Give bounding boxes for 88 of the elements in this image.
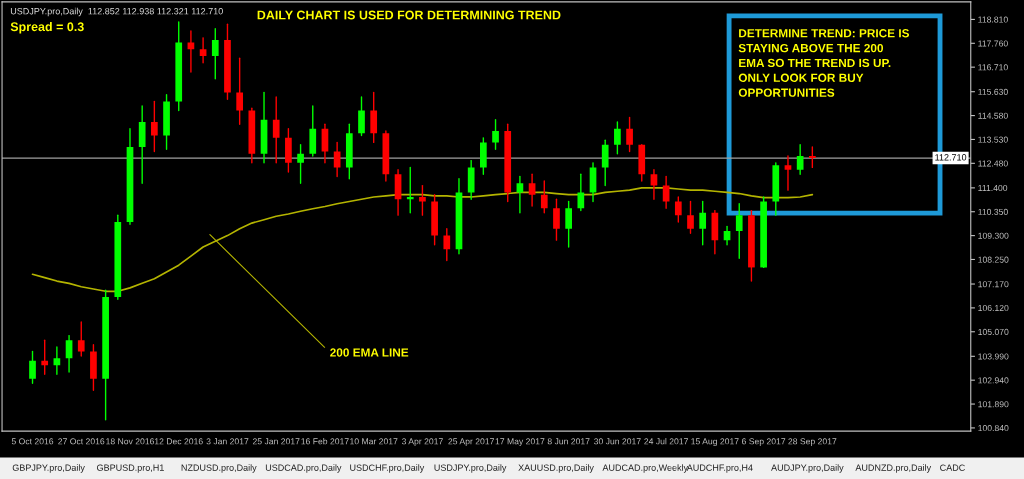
candlestick (614, 121, 621, 155)
candlestick (809, 146, 816, 169)
text: GBPJPY.pro,Daily (12, 464, 85, 473)
text: AUDCHF.pro,H4 (686, 464, 753, 473)
annotation: DETERMINE TREND: PRICE IS STAYING ABOVE THE 200 EMA SO THE TREND IS UP. ONLY LOOK FOR BUY OPPORTUNITIES (738, 29, 910, 97)
candlestick (784, 155, 792, 191)
x-tick-label: 24 Jul 2017 (644, 438, 688, 445)
candlestick (211, 28, 219, 80)
y-tick-label: 101.890 (978, 401, 1009, 408)
candlestick (419, 184, 426, 216)
candlestick (735, 203, 743, 260)
x-tick-label: 30 Jun 2017 (594, 438, 641, 445)
candlestick (443, 228, 451, 262)
candlestick (236, 57, 244, 125)
candlestick (151, 100, 158, 153)
candlestick (540, 180, 548, 214)
y-tick-label: 110.350 (978, 208, 1008, 215)
candlestick (297, 143, 304, 185)
candlestick (358, 96, 365, 137)
x-tick-label: 16 Feb 2017 (301, 438, 349, 445)
x-tick-label: 3 Jan 2017 (206, 438, 249, 445)
candlestick (601, 139, 609, 187)
candlestick (687, 200, 694, 235)
text: AUDNZD.pro,Daily (855, 464, 932, 473)
x-tick-label: 8 Jun 2017 (547, 438, 590, 445)
text: AUDCAD.pro,Weekly (602, 464, 689, 473)
text: USDJPY.pro,Daily (434, 464, 507, 473)
y-tick-label: 103.990 (978, 353, 1009, 360)
candlestick (492, 118, 499, 150)
candlestick (29, 350, 36, 385)
y-tick-label: 114.580 (978, 112, 1008, 119)
y-tick-label: 116.710 (978, 64, 1008, 71)
candlestick (187, 30, 195, 73)
candlestick (577, 173, 585, 212)
candlestick (528, 173, 536, 207)
x-tick-label: 5 Oct 2016 (11, 438, 54, 445)
y-tick-label: 107.170 (978, 281, 1009, 288)
candlestick (53, 346, 61, 375)
x-tick-label: 25 Apr 2017 (448, 438, 494, 447)
text: CADC (940, 464, 965, 471)
text: NZDUSD.pro,Daily (181, 464, 257, 473)
y-tick-label: 112.480 (978, 160, 1008, 167)
candlestick (406, 166, 414, 214)
candlestick (370, 91, 378, 144)
y-tick-label: 106.120 (978, 305, 1009, 312)
candlestick (626, 116, 633, 153)
candlestick (272, 96, 280, 164)
y-tick-label: 113.530 (978, 136, 1008, 143)
candlestick (674, 196, 682, 223)
annotation: USDJPY.pro,Daily 112.852 112.938 112.321 112.710 (10, 7, 223, 17)
candlestick (662, 175, 670, 210)
y-tick-label: 111.400 (978, 184, 1008, 192)
y-tick-label: 102.940 (978, 377, 1009, 384)
text: XAUUSD.pro,Daily (518, 464, 594, 473)
x-tick-label: 12 Dec 2016 (154, 438, 203, 445)
candlestick (553, 198, 560, 241)
candlestick (41, 339, 49, 375)
text: AUDJPY.pro,Daily (771, 464, 844, 473)
y-tick-label: 100.840 (978, 425, 1009, 432)
x-tick-label: 18 Nov 2016 (106, 438, 155, 445)
y-tick-label: 109.300 (978, 232, 1009, 239)
text: DAILY CHART IS USED FOR DETERMINING TREND (257, 10, 561, 20)
text: GBPUSD.pro,H1 (97, 464, 164, 473)
x-tick-label: 25 Jan 2017 (252, 438, 300, 445)
candlestick (565, 200, 572, 248)
ref-line-label: 112.710 (935, 154, 967, 161)
candlestick (333, 141, 341, 178)
y-tick-label: 108.250 (978, 256, 1009, 263)
annotation: 200 EMA LINE (330, 348, 409, 357)
x-tick-label: 15 Aug 2017 (691, 438, 739, 447)
y-tick-label: 115.630 (978, 88, 1008, 95)
annotation: Spread = 0.3 (10, 21, 84, 34)
y-tick-label: 117.760 (978, 40, 1008, 47)
candlestick (77, 321, 85, 357)
x-tick-label: 6 Sep 2017 (742, 438, 786, 447)
candlestick (796, 143, 804, 175)
y-tick-label: 118.810 (978, 16, 1008, 23)
x-tick-label: 27 Oct 2016 (58, 438, 105, 445)
text: USDCHF.pro,Daily (350, 464, 425, 473)
candlestick (650, 168, 658, 200)
x-tick-label: 3 Apr 2017 (401, 438, 443, 447)
y-tick-label: 105.070 (978, 328, 1009, 335)
x-tick-label: 17 May 2017 (495, 438, 545, 447)
x-tick-label: 28 Sep 2017 (788, 438, 837, 447)
text: USDCAD.pro,Daily (265, 464, 342, 473)
candlestick (199, 37, 207, 64)
candlestick (699, 200, 707, 246)
x-tick-label: 10 Mar 2017 (350, 438, 398, 445)
